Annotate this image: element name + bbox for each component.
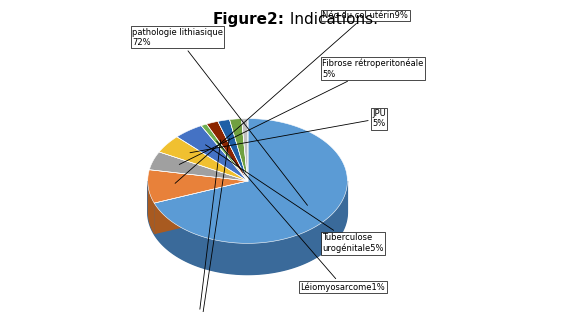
Polygon shape: [149, 152, 247, 181]
Text: Tuberculose
urogénitale5%: Tuberculose urogénitale5%: [206, 145, 384, 253]
Polygon shape: [154, 183, 347, 275]
Polygon shape: [230, 119, 247, 181]
Polygon shape: [206, 121, 247, 181]
Text: Néo du col utérin9%: Néo du col utérin9%: [175, 11, 408, 183]
Polygon shape: [154, 181, 247, 234]
Text: Figure2:: Figure2:: [213, 12, 285, 27]
Text: Indications.: Indications.: [285, 12, 378, 27]
Polygon shape: [148, 181, 154, 234]
Polygon shape: [154, 119, 347, 243]
Polygon shape: [177, 126, 247, 181]
Text: Entérocystoplastie2%: Entérocystoplastie2%: [153, 140, 245, 312]
Polygon shape: [159, 137, 247, 181]
Text: Fibrose rétroperitonéale
5%: Fibrose rétroperitonéale 5%: [180, 59, 424, 164]
Polygon shape: [218, 119, 247, 181]
Polygon shape: [148, 170, 247, 203]
Polygon shape: [242, 119, 247, 181]
Text: pathologie lithiasique
72%: pathologie lithiasique 72%: [132, 28, 307, 205]
Polygon shape: [148, 181, 347, 275]
Text: Fistule urodigestive 2%: Fistule urodigestive 2%: [149, 138, 247, 312]
Polygon shape: [154, 181, 247, 234]
Text: Léiomyosarcome1%: Léiomyosarcome1%: [217, 141, 385, 292]
Polygon shape: [201, 124, 247, 181]
Text: JPU
5%: JPU 5%: [190, 109, 386, 153]
